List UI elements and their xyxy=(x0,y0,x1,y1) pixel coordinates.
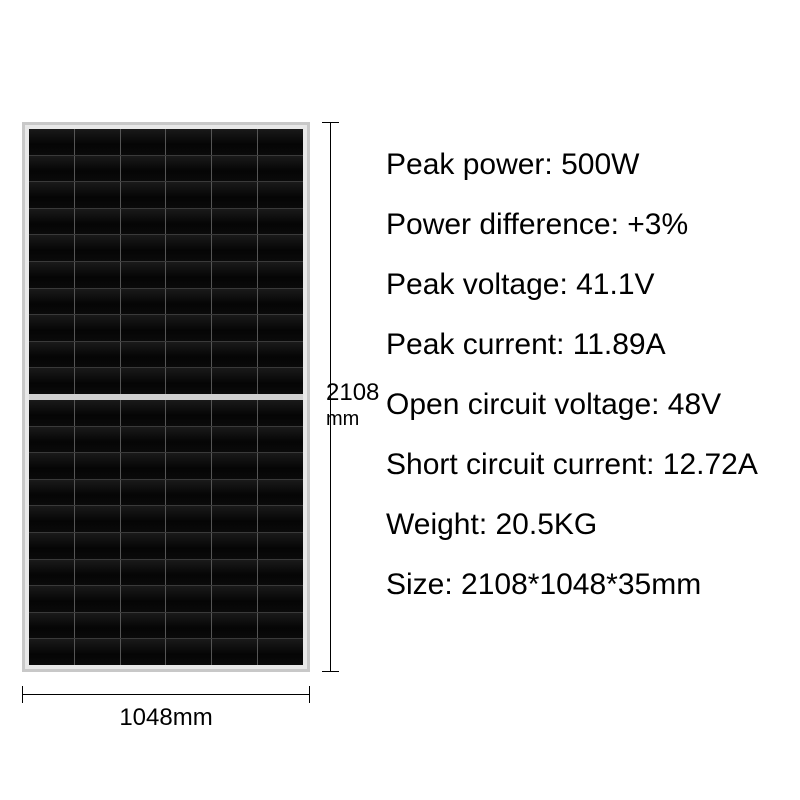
spec-line: Peak power: 500W xyxy=(386,150,790,180)
spec-line: Open circuit voltage: 48V xyxy=(386,390,790,420)
height-value: 2108 xyxy=(326,379,379,406)
spec-line: Peak current: 11.89A xyxy=(386,330,790,360)
width-value: 1048mm xyxy=(119,704,212,731)
spec-line: Power difference: +3% xyxy=(386,210,790,240)
spec-line: Size: 2108*1048*35mm xyxy=(386,570,790,600)
spec-line: Peak voltage: 41.1V xyxy=(386,270,790,300)
solar-panel xyxy=(22,122,310,672)
panel-frame xyxy=(22,122,310,672)
spec-line: Weight: 20.5KG xyxy=(386,510,790,540)
panel-cells xyxy=(29,129,303,665)
spec-list: Peak power: 500W Power difference: +3% Pea… xyxy=(386,150,790,630)
dimension-height-label: 2108 mm xyxy=(326,380,379,430)
height-unit: mm xyxy=(326,408,359,430)
spec-line: Short circuit current: 12.72A xyxy=(386,450,790,480)
dimension-width-label: 1048mm xyxy=(22,704,310,732)
